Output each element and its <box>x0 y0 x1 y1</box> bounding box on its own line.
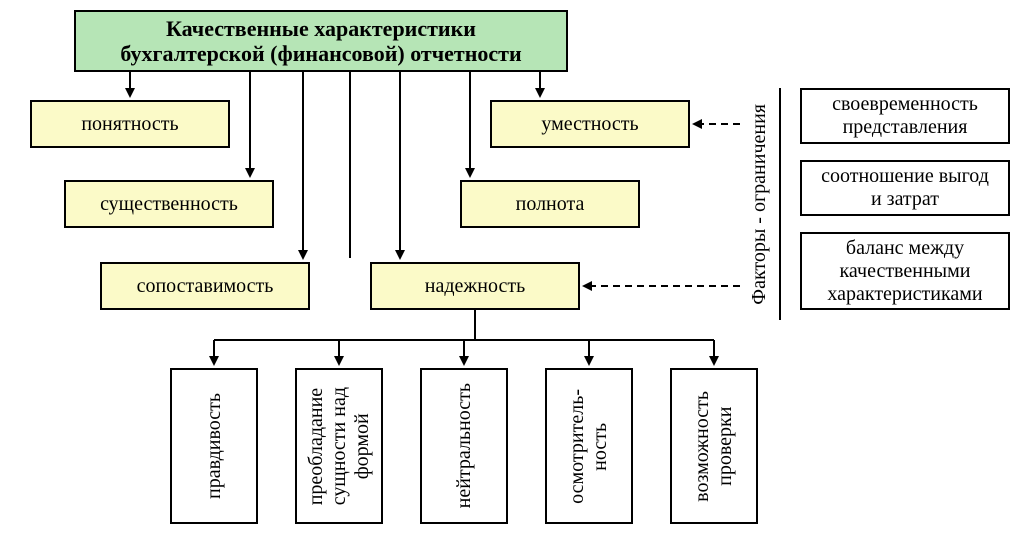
box-relevance: уместность <box>490 100 690 148</box>
title-line1: Качественные характеристики <box>166 16 476 41</box>
factors-label: Факторы - ограничения <box>742 88 776 320</box>
bottom-prudence-l2: ность <box>589 422 611 470</box>
title-text: Качественные характеристики бухгалтерско… <box>120 16 521 67</box>
bottom-neutrality-text: нейтральность <box>453 383 476 508</box>
label-relevance: уместность <box>541 113 638 136</box>
title-box: Качественные характеристики бухгалтерско… <box>74 10 568 72</box>
bottom-substance-l3: формой <box>351 413 373 479</box>
side-timeliness-text: своевременность представления <box>832 93 978 139</box>
label-materiality: существенность <box>100 193 238 216</box>
factors-label-text: Факторы - ограничения <box>748 104 771 305</box>
box-bottom-neutrality: нейтральность <box>420 368 508 524</box>
box-side-balance: баланс между качественными характеристик… <box>800 232 1010 310</box>
box-side-costbenefit: соотношение выгод и затрат <box>800 160 1010 216</box>
box-materiality: существенность <box>64 180 274 228</box>
side-balance-l3: характеристиками <box>827 283 982 305</box>
label-comparability: сопоставимость <box>137 275 274 298</box>
label-completeness: полнота <box>516 193 585 216</box>
bottom-substance-l1: преобладание <box>305 387 327 504</box>
bottom-substance-text: преобладание сущности над формой <box>305 387 374 505</box>
side-timeliness-l2: представления <box>843 116 968 138</box>
label-understandability: понятность <box>81 113 178 136</box>
side-costbenefit-l1: соотношение выгод <box>821 165 989 187</box>
bottom-verifiability-l2: проверки <box>714 406 736 485</box>
diagram-stage: Качественные характеристики бухгалтерско… <box>0 0 1019 550</box>
box-bottom-verifiability: возможность проверки <box>670 368 758 524</box>
bottom-verifiability-l1: возможность <box>691 391 713 502</box>
box-comparability: сопоставимость <box>100 262 310 310</box>
side-costbenefit-text: соотношение выгод и затрат <box>821 165 989 211</box>
bottom-prudence-l1: осмотритель- <box>566 389 588 504</box>
side-balance-text: баланс между качественными характеристик… <box>827 237 982 306</box>
bottom-prudence-text: осмотритель- ность <box>566 389 612 504</box>
label-reliability: надежность <box>425 275 525 298</box>
box-bottom-truthfulness: правдивость <box>170 368 258 524</box>
side-timeliness-l1: своевременность <box>832 93 978 115</box>
bottom-substance-l2: сущности над <box>328 387 350 505</box>
box-understandability: понятность <box>30 100 230 148</box>
bottom-verifiability-text: возможность проверки <box>691 391 737 502</box>
box-side-timeliness: своевременность представления <box>800 88 1010 144</box>
side-balance-l1: баланс между <box>846 237 964 259</box>
box-reliability: надежность <box>370 262 580 310</box>
side-costbenefit-l2: и затрат <box>871 188 939 210</box>
box-completeness: полнота <box>460 180 640 228</box>
box-bottom-prudence: осмотритель- ность <box>545 368 633 524</box>
box-bottom-substance: преобладание сущности над формой <box>295 368 383 524</box>
side-balance-l2: качественными <box>840 260 971 282</box>
bottom-truthfulness-text: правдивость <box>203 393 226 499</box>
title-line2: бухгалтерской (финансовой) отчетности <box>120 41 521 66</box>
